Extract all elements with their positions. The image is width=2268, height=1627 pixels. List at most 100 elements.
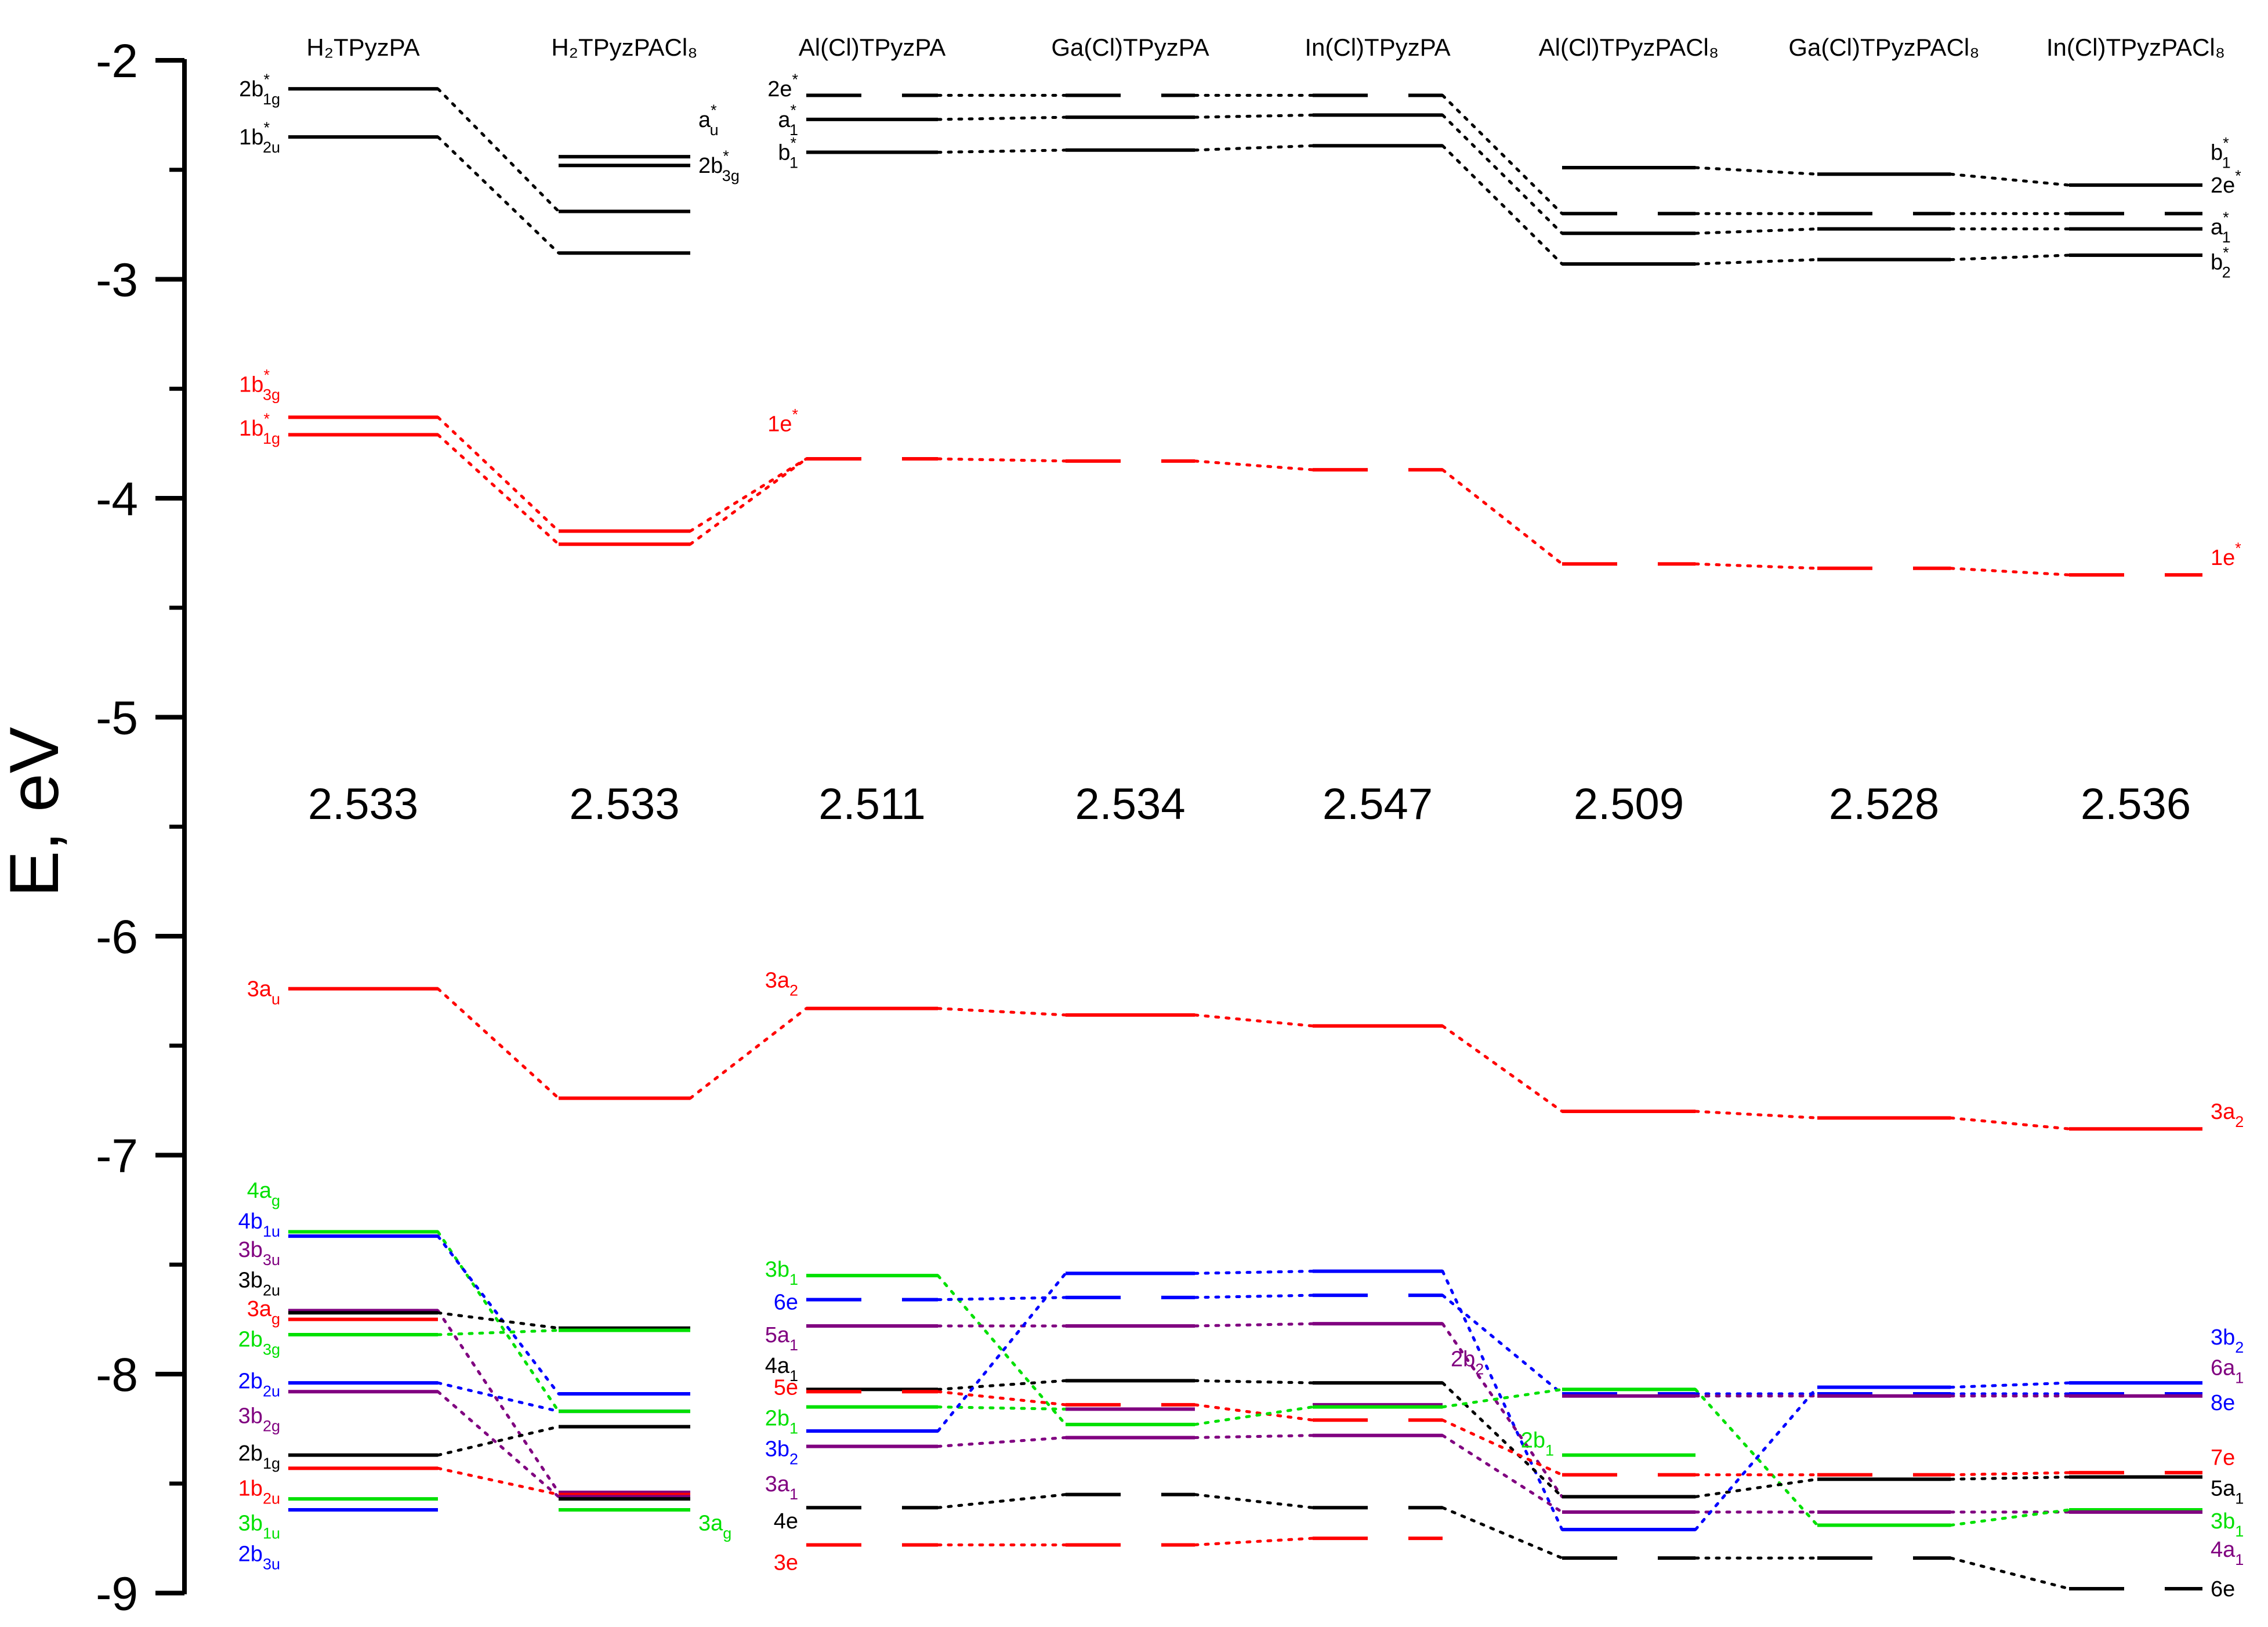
orbital-label: 5e (774, 1376, 798, 1400)
orbital-label: 2b* 3g (698, 147, 740, 184)
y-tick-label: -5 (96, 692, 138, 745)
orbital-label: 3au (247, 977, 280, 1008)
orbital-label: 5a1 (765, 1323, 798, 1354)
connector-line (1193, 113, 1314, 119)
orbital-label: 1e* (767, 406, 798, 437)
orbital-label: 3b1 (765, 1258, 798, 1288)
connector-line (436, 415, 560, 533)
connector-line (436, 1234, 560, 1396)
orbital-label: 3a1 (765, 1472, 798, 1503)
connector-line (1949, 1475, 2071, 1481)
orbital-label: 1b* 3g (239, 367, 280, 404)
connector-line (436, 1309, 560, 1494)
orbital-label: 6e (2211, 1577, 2235, 1601)
orbital-label: 3b2u (238, 1269, 280, 1299)
orbital-label: 2e* (2211, 167, 2241, 198)
orbital-label: 3a2 (765, 969, 798, 999)
orbital-label: 2b1 (765, 1407, 798, 1437)
orbital-label: a* u (698, 102, 719, 139)
molecule-name: H₂TPyzPACl₈ (551, 34, 697, 61)
orbital-label: 2b1g (238, 1441, 280, 1472)
y-axis: -2 -3 -4 -5 -6 -7 -8 -9 (96, 35, 187, 1621)
connector-line (1694, 1477, 1819, 1498)
y-tick-label: -4 (96, 473, 138, 526)
connector-line (436, 1425, 560, 1457)
connector-line (1441, 1381, 1564, 1498)
orbital-label: b* 1 (2211, 135, 2231, 172)
gap-value: 2.528 (1829, 780, 1939, 829)
connector-line (1949, 172, 2071, 187)
orbital-label: 6a1 (2211, 1356, 2244, 1387)
gap-value: 2.533 (308, 780, 418, 829)
connector-line (1949, 1116, 2071, 1130)
gap-value: 2.536 (2081, 780, 2191, 829)
connector-line (436, 1466, 560, 1496)
molecule-name: Ga(Cl)TPyzPA (1051, 34, 1209, 61)
orbital-label: b* 1 (778, 135, 798, 172)
connector-line (1694, 258, 1819, 266)
connector-line (1441, 1434, 1564, 1514)
orbital-label: 2b2 (1451, 1347, 1484, 1378)
energy-levels (288, 87, 2202, 1590)
orbital-label: 4e (774, 1509, 798, 1534)
connector-line (1694, 227, 1819, 235)
y-axis-label: E, eV (0, 727, 73, 897)
connector-line (1949, 1471, 2071, 1477)
orbital-label: 6e (774, 1290, 798, 1314)
orbital-label: 2b3u (238, 1542, 280, 1573)
orbital-label: 3ag (247, 1297, 280, 1328)
connector-line (1694, 166, 1819, 176)
orbital-label: 3b1u (238, 1512, 280, 1542)
molecule-name: In(Cl)TPyzPACl₈ (2046, 34, 2225, 61)
orbital-label: a* 1 (2211, 209, 2231, 246)
connector-line (1441, 1418, 1564, 1477)
connector-line (936, 1007, 1067, 1017)
level-connectors (436, 87, 2071, 1590)
orbital-label: 8e (2211, 1391, 2235, 1415)
connector-line (689, 457, 808, 546)
connector-line (936, 1271, 1067, 1433)
orbital-label: 3b2g (238, 1404, 280, 1435)
orbital-label: 2b* 1g (239, 71, 280, 108)
connector-line (936, 1405, 1067, 1411)
molecule-name: Al(Cl)TPyzPA (799, 34, 946, 61)
connector-line (1694, 562, 1819, 570)
gap-value: 2.547 (1323, 780, 1433, 829)
orbital-label: 3b1 (2211, 1509, 2244, 1540)
orbital-label: 2b3g (238, 1328, 280, 1358)
orbital-label: 3b2 (765, 1437, 798, 1467)
gap-value: 2.509 (1574, 780, 1684, 829)
connector-line (1949, 253, 2071, 262)
connector-line (436, 1329, 560, 1336)
connector-line (1193, 1403, 1314, 1422)
connector-line (1193, 1270, 1314, 1275)
orbital-label: 3ag (698, 1512, 731, 1542)
orbital-label: 3e (774, 1551, 798, 1575)
connector-line (1193, 1379, 1314, 1385)
orbital-label: 2e* (767, 71, 798, 102)
connector-line (1193, 144, 1314, 152)
connector-line (936, 457, 1067, 463)
molecule-name: H₂TPyzPA (306, 34, 419, 61)
connector-line (1193, 459, 1314, 472)
orbital-label: 3b3u (238, 1238, 280, 1269)
connector-line (1441, 1387, 1564, 1409)
y-tick-label: -2 (96, 35, 138, 88)
connector-line (1441, 468, 1564, 566)
y-tick-label: -7 (96, 1130, 138, 1183)
connector-line (1949, 1381, 2071, 1389)
connector-line (1441, 1506, 1564, 1560)
connector-line (436, 433, 560, 546)
orbital-label: 1e* (2211, 539, 2241, 570)
y-tick-label: -9 (96, 1568, 138, 1621)
connector-line (1694, 1386, 1819, 1531)
connector-line (1694, 1387, 1819, 1527)
connector-line (936, 1390, 1067, 1407)
connector-line (1193, 1537, 1314, 1546)
orbital-label: 1b* 2u (239, 119, 280, 156)
orbital-label: 7e (2211, 1445, 2235, 1470)
orbital-label: 2b2u (238, 1369, 280, 1400)
y-tick-label: -6 (96, 911, 138, 963)
orbital-label: b* 2 (2211, 244, 2231, 281)
